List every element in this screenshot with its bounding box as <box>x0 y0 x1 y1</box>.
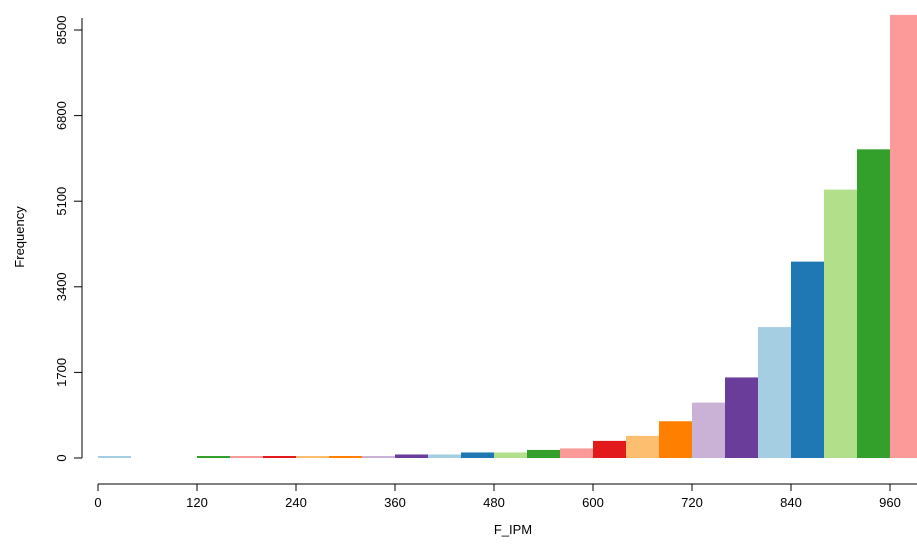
histogram-bar-440 <box>461 452 494 458</box>
x-tick-label: 120 <box>186 495 208 510</box>
histogram-bar-480 <box>494 452 527 458</box>
y-axis-ticks: 0 1700 3400 5100 6800 8500 <box>54 16 82 462</box>
histogram-bar-280 <box>329 455 362 458</box>
y-tick-label: 0 <box>54 454 69 461</box>
histogram-bar-0 <box>98 456 131 458</box>
x-tick-label: 840 <box>780 495 802 510</box>
x-tick-label: 0 <box>94 495 101 510</box>
y-tick-label: 1700 <box>54 358 69 387</box>
x-axis-title: F_IPM <box>494 522 532 537</box>
histogram-bar-800 <box>758 327 791 458</box>
y-tick-label: 6800 <box>54 101 69 130</box>
histogram-bar-640 <box>626 435 659 458</box>
histogram-bar-120 <box>197 456 230 458</box>
y-tick-label: 8500 <box>54 16 69 45</box>
histogram-bar-320 <box>362 455 395 458</box>
x-axis-ticks: 0 120 240 360 480 600 720 840 960 <box>94 484 901 510</box>
histogram-bar-560 <box>560 448 593 458</box>
histogram-bar-160 <box>230 456 263 458</box>
histogram-bar-920 <box>857 149 890 458</box>
histogram-bar-760 <box>725 377 758 458</box>
histogram-bar-840 <box>791 261 824 458</box>
histogram-bar-200 <box>263 456 296 458</box>
y-tick-label: 3400 <box>54 272 69 301</box>
y-axis-title: Frequency <box>12 206 27 268</box>
histogram-bar-240 <box>296 456 329 458</box>
histogram-bar-880 <box>824 189 857 458</box>
histogram-bar-400 <box>428 454 461 458</box>
histogram-bar-520 <box>527 449 560 458</box>
histogram-bar-720 <box>692 402 725 458</box>
y-tick-label: 5100 <box>54 187 69 216</box>
histogram-bar-960 <box>890 14 917 459</box>
histogram-bar-600 <box>593 440 626 458</box>
x-tick-label: 480 <box>483 495 505 510</box>
x-tick-label: 960 <box>879 495 901 510</box>
x-tick-label: 720 <box>681 495 703 510</box>
histogram-bar-680 <box>659 421 692 458</box>
histogram-bar-360 <box>395 454 428 458</box>
x-tick-label: 240 <box>285 495 307 510</box>
bars-group <box>98 14 917 459</box>
x-tick-label: 600 <box>582 495 604 510</box>
x-tick-label: 360 <box>384 495 406 510</box>
